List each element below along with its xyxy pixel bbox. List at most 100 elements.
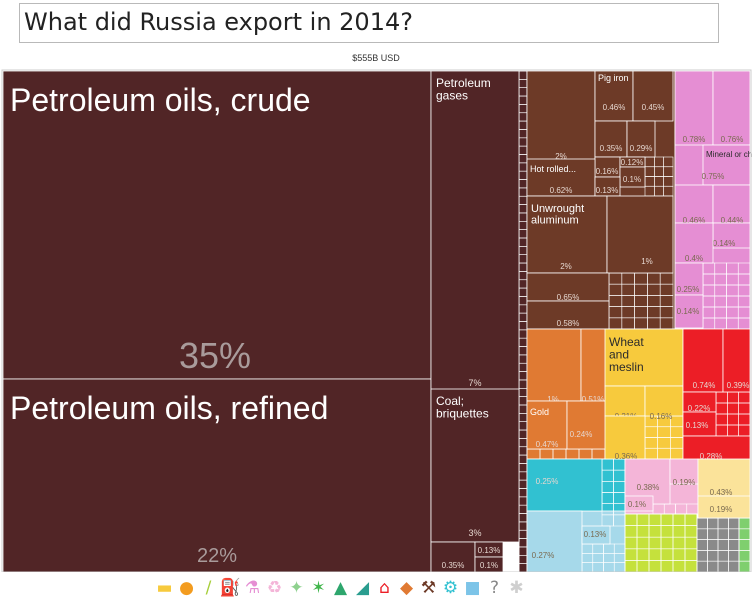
treemap-tile[interactable] bbox=[594, 70, 634, 122]
tile-percent-label: 0.75% bbox=[702, 172, 725, 181]
instruments-icon[interactable]: ? bbox=[489, 577, 500, 598]
tile-percent-label: 0.43% bbox=[710, 488, 733, 497]
miscellaneous-icon[interactable]: ✱ bbox=[509, 577, 524, 598]
tile-percent-label: 0.44% bbox=[721, 216, 744, 225]
treemap-tile[interactable] bbox=[526, 195, 608, 274]
treemap-tile[interactable] bbox=[604, 415, 646, 460]
treemap-tile[interactable] bbox=[682, 411, 717, 437]
tile-percent-label: 0.16% bbox=[650, 412, 673, 421]
treemap-tile[interactable] bbox=[722, 328, 751, 393]
treemap-tile[interactable] bbox=[526, 458, 603, 512]
treemap-tile[interactable] bbox=[712, 184, 751, 224]
treemap-tile[interactable] bbox=[2, 70, 432, 380]
treemap-tile[interactable] bbox=[474, 556, 504, 572]
tile-percent-label: 0.28% bbox=[700, 452, 723, 461]
tile-percent-label: 0.1% bbox=[480, 561, 498, 570]
tile-percent-label: 7% bbox=[468, 378, 481, 388]
tile-percent-label: 0.58% bbox=[557, 319, 580, 328]
tile-percent-label: 0.1% bbox=[628, 500, 646, 509]
chemical-products-icon[interactable]: ⚗ bbox=[244, 577, 261, 598]
treemap-tile[interactable] bbox=[697, 495, 751, 519]
treemap-tile[interactable] bbox=[566, 400, 607, 450]
treemap-tile[interactable] bbox=[594, 120, 628, 158]
animal-products-icon[interactable]: ▬ bbox=[156, 577, 173, 598]
tile-name-label: Petroleum oils, crude bbox=[10, 82, 311, 118]
foodstuffs-icon[interactable]: / bbox=[205, 577, 212, 598]
tile-name-label: Wheat bbox=[609, 335, 644, 349]
treemap-tile[interactable] bbox=[580, 328, 607, 402]
category-icon-bar: ▬ ● / ⛽ ⚗ ♻ ✦ ✶ ▲ ◢ ⌂ ◆ ⚒ ⚙ ■? ✱ bbox=[155, 575, 595, 601]
animal-hides-icon[interactable]: ✦ bbox=[289, 577, 304, 598]
tile-percent-label: 0.24% bbox=[570, 430, 593, 439]
treemap-tile[interactable] bbox=[526, 70, 596, 175]
treemap-tile[interactable] bbox=[674, 70, 714, 146]
tile-percent-label: 0.19% bbox=[710, 505, 733, 514]
treemap-tile[interactable] bbox=[526, 328, 582, 402]
treemap-tile[interactable] bbox=[526, 272, 610, 302]
tile-percent-label: 0.13% bbox=[596, 186, 619, 195]
treemap-tile[interactable] bbox=[430, 541, 476, 572]
treemap-tile[interactable] bbox=[674, 222, 714, 264]
tile-percent-label: 0.74% bbox=[693, 381, 716, 390]
tile-percent-label: 0.45% bbox=[642, 103, 665, 112]
metals-icon[interactable]: ⚒ bbox=[420, 577, 437, 598]
tile-percent-label: 0.35% bbox=[442, 561, 465, 570]
treemap-tile[interactable] bbox=[674, 262, 704, 296]
tile-percent-label: 0.4% bbox=[685, 254, 703, 263]
tile-name-label: and bbox=[609, 348, 629, 362]
machines-icon[interactable]: ⚙ bbox=[442, 577, 459, 598]
tile-name-label: Petroleum bbox=[436, 76, 491, 90]
treemap-tile[interactable] bbox=[606, 195, 674, 274]
tile-name-label: Petroleum oils, refined bbox=[10, 390, 328, 426]
treemap-tile[interactable] bbox=[2, 378, 432, 572]
tile-percent-label: 0.76% bbox=[721, 135, 744, 144]
tile-percent-label: 0.29% bbox=[630, 144, 653, 153]
textiles-icon[interactable]: ▲ bbox=[333, 577, 348, 598]
treemap-tile[interactable] bbox=[526, 510, 583, 572]
tile-percent-label: 0.22% bbox=[688, 404, 711, 413]
tile-name-label: meslin bbox=[609, 360, 644, 374]
tile-percent-label: 0.36% bbox=[615, 452, 638, 461]
plastics-rubbers-icon[interactable]: ♻ bbox=[266, 577, 283, 598]
treemap-tile[interactable] bbox=[682, 328, 724, 393]
tile-name-label: Hot rolled... bbox=[530, 164, 576, 174]
search-question-box[interactable]: What did Russia export in 2014? bbox=[19, 3, 719, 43]
textiles-region[interactable] bbox=[738, 517, 751, 572]
treemap-tile[interactable] bbox=[624, 495, 654, 512]
treemap-tile[interactable] bbox=[712, 222, 751, 249]
tile-percent-label: 0.35% bbox=[600, 144, 623, 153]
treemap-tile[interactable] bbox=[669, 458, 699, 485]
tile-percent-label: 0.13% bbox=[686, 421, 709, 430]
tile-percent-label: 0.46% bbox=[603, 103, 626, 112]
mineral-products-icon[interactable]: ⛽ bbox=[219, 577, 242, 598]
treemap-tile[interactable] bbox=[632, 70, 674, 122]
footwear-icon[interactable]: ◢ bbox=[355, 577, 370, 598]
tile-name-label: aluminum bbox=[531, 215, 579, 227]
tile-percent-label: 0.51% bbox=[582, 395, 605, 404]
treemap-tile[interactable] bbox=[626, 120, 656, 158]
treemap-tile[interactable] bbox=[581, 525, 611, 545]
treemap-tile[interactable] bbox=[682, 435, 751, 462]
tile-percent-label: 0.39% bbox=[727, 381, 750, 390]
treemap-tile[interactable] bbox=[526, 400, 568, 450]
total-value-label: $555B USD bbox=[352, 53, 400, 63]
treemap-tile[interactable] bbox=[702, 144, 751, 186]
treemap-tile[interactable] bbox=[712, 70, 751, 146]
tile-percent-label: 2% bbox=[560, 262, 572, 271]
wood-products-icon[interactable]: ✶ bbox=[311, 577, 326, 598]
tile-percent-label: 2% bbox=[555, 152, 567, 161]
textiles-small-tile bbox=[738, 560, 751, 572]
tile-percent-label: 0.16% bbox=[596, 167, 619, 176]
treemap-tile[interactable] bbox=[644, 385, 684, 417]
vegetable-products-icon[interactable]: ● bbox=[179, 577, 194, 598]
tile-percent-label: 3% bbox=[468, 528, 481, 538]
precious-metals-icon[interactable]: ◆ bbox=[399, 577, 414, 598]
transportation-icon[interactable]: ■ bbox=[464, 577, 481, 598]
tile-percent-label: 0.38% bbox=[637, 483, 660, 492]
tile-name-label: Unwrought bbox=[531, 203, 584, 215]
tile-percent-label: 0.13% bbox=[584, 530, 607, 539]
stone-glass-icon[interactable]: ⌂ bbox=[379, 577, 390, 598]
treemap-tile[interactable] bbox=[674, 294, 704, 329]
tile-name-label: gases bbox=[436, 89, 468, 103]
treemap-tile[interactable] bbox=[604, 328, 684, 387]
